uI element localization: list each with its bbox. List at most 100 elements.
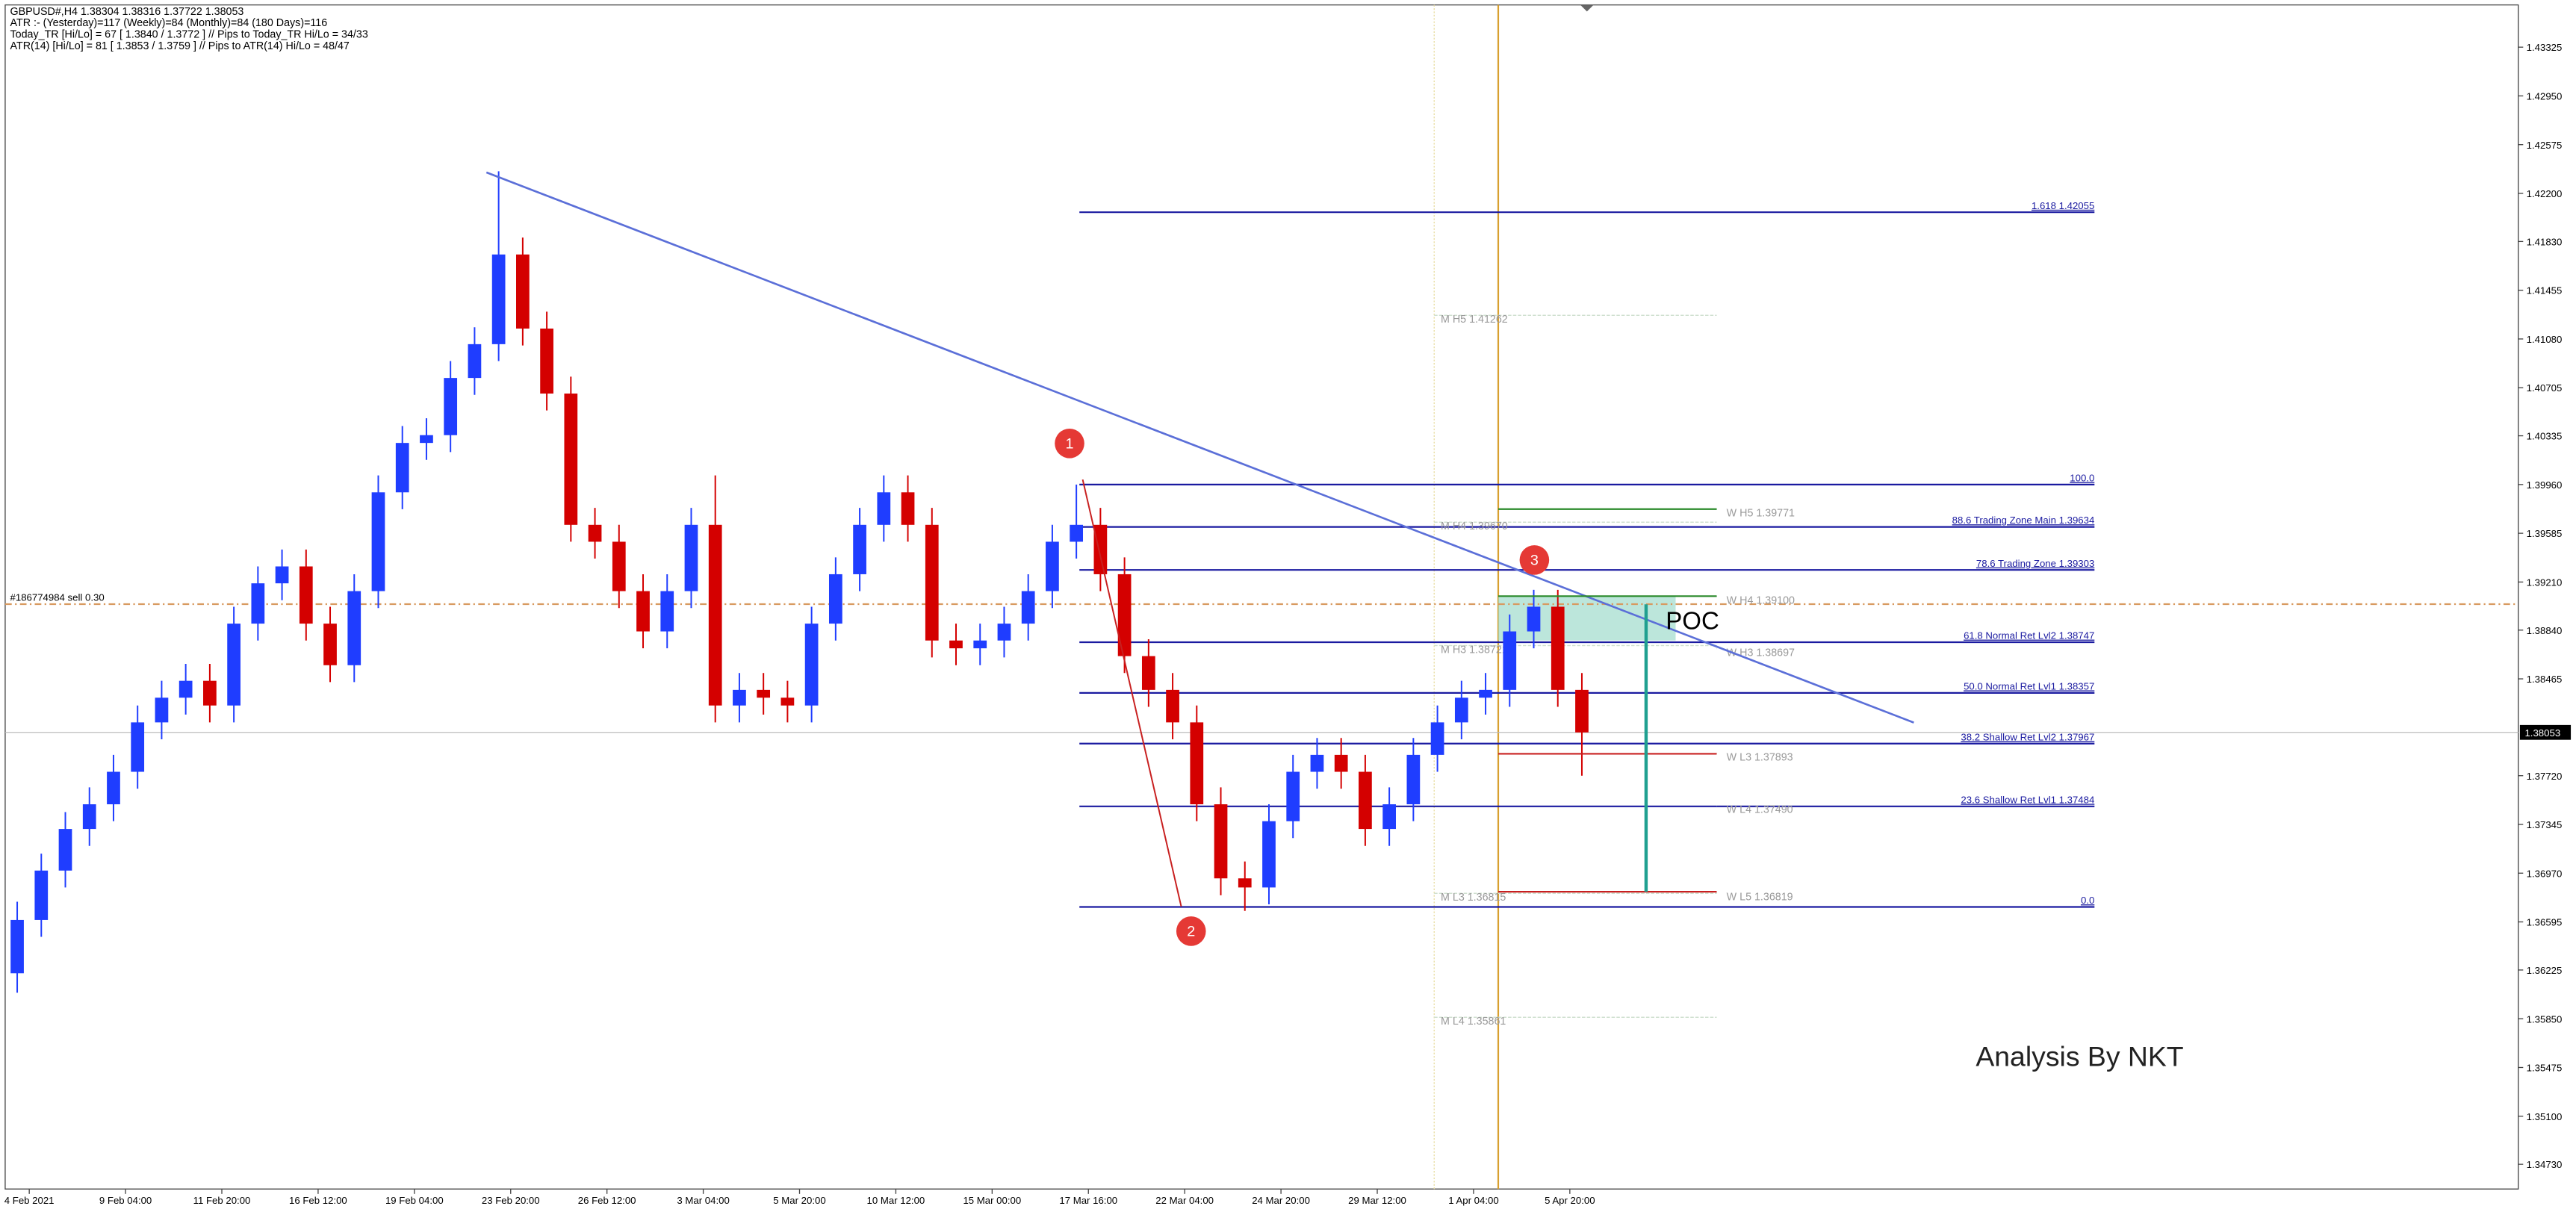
pivot-label: M L4 1.35861 [1441, 1016, 1506, 1028]
candle-body [1359, 771, 1372, 830]
candle-body [1334, 754, 1348, 772]
y-tick-label: 1.36970 [2527, 868, 2563, 879]
candle-body [540, 328, 553, 394]
x-tick-label: 16 Feb 12:00 [289, 1195, 347, 1206]
x-tick-label: 17 Mar 16:00 [1059, 1195, 1117, 1206]
candle-body [1166, 689, 1179, 723]
candle-body [804, 624, 819, 706]
candle-body [299, 566, 313, 624]
candle-body [1575, 689, 1589, 733]
info-line: Today_TR [Hi/Lo] = 67 [ 1.3840 / 1.3772 … [10, 29, 368, 41]
fib-label: 88.6 Trading Zone Main 1.39634 [1952, 515, 2095, 526]
candle-body [1093, 524, 1108, 574]
candle-body [444, 378, 458, 435]
candle-body [1262, 821, 1276, 888]
candle-body [877, 492, 891, 525]
candle-body [684, 524, 698, 591]
y-tick-label: 1.37720 [2527, 771, 2563, 782]
y-tick-label: 1.36225 [2527, 965, 2563, 976]
candle-body [516, 254, 530, 329]
candle-body [203, 680, 217, 706]
y-tick-label: 1.36595 [2527, 917, 2563, 928]
last-price-box [2519, 724, 2572, 740]
candle-body [1310, 754, 1324, 772]
x-tick-label: 5 Apr 20:00 [1545, 1195, 1595, 1206]
y-tick-label: 1.37345 [2527, 819, 2563, 830]
candle-body [1527, 606, 1541, 632]
y-tick-label: 1.39210 [2527, 577, 2563, 588]
info-line: ATR :- (Yesterday)=117 (Weekly)=84 (Mont… [10, 17, 328, 29]
pivot-label: M H3 1.38721 [1441, 644, 1508, 656]
y-tick-label: 1.41455 [2527, 285, 2563, 296]
pivot-label: M H5 1.41262 [1441, 314, 1508, 326]
candle-body [395, 443, 409, 493]
candle-body [1021, 591, 1035, 624]
swing-line [1081, 479, 1182, 907]
candle-body [949, 640, 963, 649]
candle-body [323, 624, 337, 665]
info-line: GBPUSD#,H4 1.38304 1.38316 1.37722 1.380… [10, 6, 244, 18]
marker-label: 2 [1187, 924, 1195, 940]
candle-body [371, 492, 385, 591]
x-tick-label: 1 Apr 04:00 [1448, 1195, 1498, 1206]
fib-label: 78.6 Trading Zone 1.39303 [1976, 558, 2094, 569]
x-tick-label: 9 Feb 04:00 [99, 1195, 152, 1206]
candle-body [420, 435, 433, 444]
candle-body [901, 492, 915, 525]
fib-label: 61.8 Normal Ret Lvl2 1.38747 [1964, 630, 2094, 641]
candle-body [1046, 541, 1059, 591]
x-tick-label: 5 Mar 20:00 [773, 1195, 825, 1206]
y-tick-label: 1.38840 [2527, 625, 2563, 636]
y-tick-label: 1.41830 [2527, 236, 2563, 247]
candle-body [973, 640, 987, 649]
candle-body [227, 624, 240, 706]
candle-body [1551, 606, 1565, 690]
fib-label: 100.0 [2070, 472, 2094, 483]
x-tick-label: 23 Feb 20:00 [482, 1195, 540, 1206]
candle-body [347, 591, 361, 665]
y-tick-label: 1.38465 [2527, 674, 2563, 685]
candle-body [10, 919, 24, 974]
x-tick-label: 3 Mar 04:00 [677, 1195, 729, 1206]
candle-body [1070, 524, 1084, 542]
candle-body [468, 344, 482, 379]
candle-body [131, 722, 145, 772]
candle-body [660, 591, 674, 632]
y-tick-label: 1.39585 [2527, 528, 2563, 539]
last-price-label: 1.38053 [2524, 727, 2560, 739]
marker-circle [1055, 428, 1084, 459]
candle-body [1141, 656, 1155, 690]
y-tick-label: 1.41080 [2527, 334, 2563, 345]
y-tick-label: 1.39960 [2527, 479, 2563, 491]
pivot-label: M L3 1.36815 [1441, 892, 1506, 904]
pivot-label: W L5 1.36819 [1727, 891, 1793, 903]
x-tick-label: 11 Feb 20:00 [193, 1195, 251, 1206]
x-tick-label: 29 Mar 12:00 [1348, 1195, 1406, 1206]
candle-body [1454, 697, 1468, 723]
candle-body [1238, 878, 1252, 888]
x-tick-label: 24 Mar 20:00 [1252, 1195, 1310, 1206]
poc-zone [1498, 596, 1676, 641]
candle-body [925, 524, 939, 641]
candle-body [997, 624, 1011, 641]
candle-body [1117, 574, 1132, 656]
candle-body [588, 524, 602, 542]
poc-label: POC [1666, 606, 1719, 634]
x-tick-label: 22 Mar 04:00 [1155, 1195, 1214, 1206]
candle-body [82, 804, 96, 830]
y-tick-label: 1.34730 [2527, 1159, 2563, 1170]
y-tick-label: 1.42200 [2527, 188, 2563, 199]
candle-body [275, 566, 289, 584]
candle-body [1503, 631, 1517, 690]
candle-body [1406, 754, 1421, 805]
candle-body [1479, 689, 1492, 698]
y-tick-label: 1.42950 [2527, 90, 2563, 102]
candle-body [708, 524, 722, 706]
y-tick-label: 1.40335 [2527, 431, 2563, 442]
order-label: #186774984 sell 0.30 [10, 592, 105, 603]
marker-label: 1 [1066, 435, 1074, 452]
x-tick-label: 4 Feb 2021 [4, 1195, 55, 1206]
